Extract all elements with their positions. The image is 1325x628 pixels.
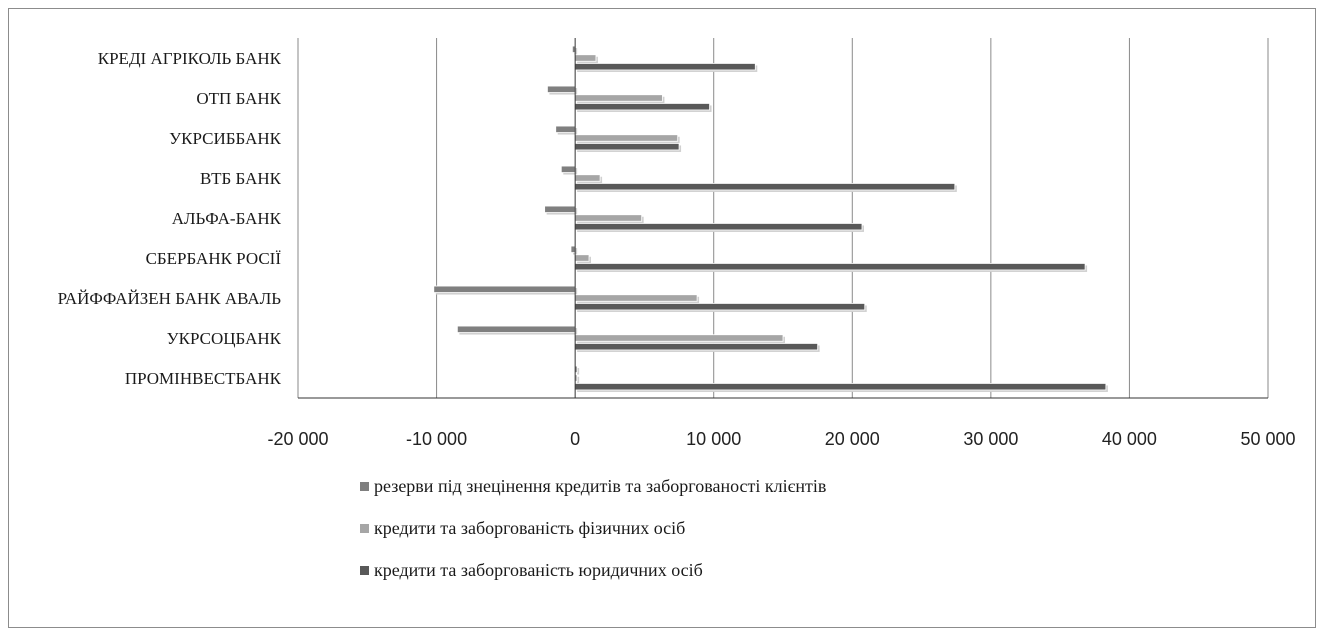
bar bbox=[560, 165, 576, 173]
bar bbox=[574, 103, 710, 111]
x-tick-label: 0 bbox=[570, 429, 580, 449]
category-label: УКРСИББАНК bbox=[169, 129, 282, 148]
bar bbox=[574, 223, 863, 231]
category-label: АЛЬФА-БАНК bbox=[172, 209, 282, 228]
bar bbox=[574, 174, 601, 182]
gridlines bbox=[297, 38, 1269, 398]
bar-shadow bbox=[577, 368, 580, 375]
bar bbox=[574, 183, 956, 191]
legend-swatch bbox=[360, 482, 369, 491]
bar bbox=[570, 245, 576, 253]
x-tick-label: -10 000 bbox=[406, 429, 467, 449]
category-label: ПРОМІНВЕСТБАНК bbox=[125, 369, 282, 388]
category-label: УКРСОЦБАНК bbox=[167, 329, 282, 348]
legend-label: кредити та заборгованість фізичних осіб bbox=[374, 518, 685, 538]
category-label: ОТП БАНК bbox=[196, 89, 281, 108]
category-labels: ПРОМІНВЕСТБАНК УКРСОЦБАНК РАЙФФАЙЗЕН БАНК … bbox=[58, 49, 282, 388]
bar-chart: ПРОМІНВЕСТБАНК УКРСОЦБАНК РАЙФФАЙЗЕН БАНК … bbox=[58, 38, 1296, 580]
bar bbox=[574, 383, 1107, 391]
legend-swatch bbox=[360, 524, 369, 533]
bar bbox=[574, 294, 698, 302]
bar bbox=[574, 143, 680, 151]
bar bbox=[574, 94, 663, 102]
bar bbox=[456, 325, 576, 333]
bar bbox=[574, 254, 590, 262]
x-tick-label: 40 000 bbox=[1102, 429, 1157, 449]
legend-label: кредити та заборгованість юридичних осіб bbox=[374, 560, 703, 580]
axes bbox=[298, 38, 1268, 399]
bar bbox=[574, 343, 819, 351]
bar bbox=[574, 263, 1086, 271]
bar bbox=[574, 63, 756, 71]
x-tick-label: 30 000 bbox=[963, 429, 1018, 449]
bar-shadow bbox=[574, 48, 578, 55]
legend-swatch bbox=[360, 566, 369, 575]
bar bbox=[574, 303, 866, 311]
category-label: КРЕДІ АГРІКОЛЬ БАНК bbox=[98, 49, 282, 68]
bar bbox=[544, 205, 576, 213]
tick-labels: -20 000 -10 000 0 10 000 20 000 30 000 40 000 5… bbox=[267, 429, 1295, 449]
bar bbox=[574, 334, 784, 342]
legend-label: резерви під знецінення кредитів та забор… bbox=[374, 476, 826, 496]
bar bbox=[574, 54, 597, 62]
bar bbox=[433, 285, 576, 293]
bar bbox=[574, 134, 679, 142]
bar bbox=[547, 85, 576, 93]
category-label: СБЕРБАНК РОСІЇ bbox=[146, 249, 282, 268]
x-tick-label: 10 000 bbox=[686, 429, 741, 449]
bar-shadow bbox=[577, 376, 580, 384]
bar bbox=[574, 214, 643, 222]
category-label: ВТБ БАНК bbox=[200, 169, 282, 188]
x-tick-label: -20 000 bbox=[267, 429, 328, 449]
bar bbox=[555, 125, 576, 133]
category-label: РАЙФФАЙЗЕН БАНК АВАЛЬ bbox=[58, 289, 282, 308]
x-tick-label: 50 000 bbox=[1240, 429, 1295, 449]
legend: резерви під знецінення кредитів та забор… bbox=[360, 476, 826, 580]
x-tick-label: 20 000 bbox=[825, 429, 880, 449]
bars bbox=[433, 45, 1108, 392]
